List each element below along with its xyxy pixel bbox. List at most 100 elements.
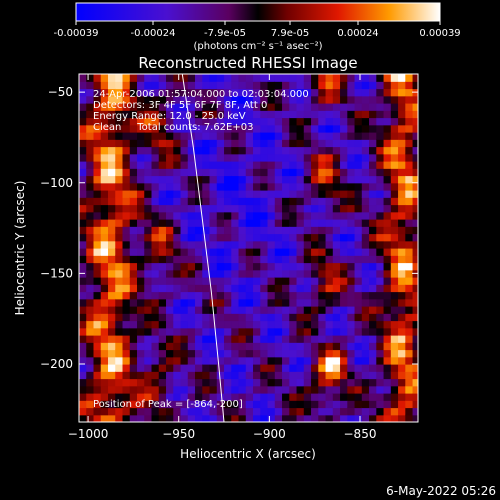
heatmap-cell (383, 291, 392, 300)
heatmap-cell (238, 277, 247, 285)
heatmap-cell (144, 400, 153, 409)
heatmap-cell (79, 211, 87, 220)
footer-timestamp: 6-May-2022 05:26 (386, 484, 496, 498)
heatmap-cell (383, 226, 392, 235)
heatmap-cell (245, 197, 254, 206)
heatmap-cell (108, 306, 116, 314)
heatmap-cell (224, 204, 232, 213)
heatmap-cell (216, 306, 225, 314)
heatmap-cell (100, 161, 109, 169)
heatmap-cell (129, 197, 138, 206)
heatmap-cell (238, 233, 247, 242)
heatmap-cell (115, 74, 124, 82)
heatmap-cell (173, 110, 182, 119)
heatmap-cell (209, 262, 218, 271)
heatmap-cell (100, 168, 109, 177)
heatmap-cell (354, 139, 363, 148)
heatmap-cell (311, 255, 319, 264)
heatmap-cell (260, 407, 269, 416)
heatmap-cell (383, 306, 392, 314)
heatmap-cell (282, 117, 290, 126)
heatmap-cell (180, 153, 189, 162)
heatmap-cell (267, 88, 276, 97)
heatmap-cell (108, 371, 116, 380)
heatmap-cell (405, 400, 414, 409)
heatmap-cell (405, 132, 414, 140)
heatmap-cell (405, 378, 414, 387)
heatmap-cell (231, 175, 240, 184)
heatmap-cell (253, 277, 261, 285)
heatmap-cell (332, 364, 341, 372)
heatmap-cell (398, 342, 406, 351)
heatmap-cell (347, 190, 356, 198)
heatmap-cell (122, 95, 131, 104)
heatmap-cell (108, 139, 116, 148)
heatmap-cell (151, 298, 160, 307)
heatmap-cell (187, 153, 196, 162)
heatmap-cell (245, 132, 254, 140)
heatmap-cell (260, 226, 269, 235)
heatmap-cell (209, 284, 218, 293)
heatmap-cell (122, 190, 131, 198)
heatmap-cell (332, 335, 341, 343)
heatmap-cell (173, 226, 182, 235)
heatmap-cell (398, 393, 406, 401)
heatmap-cell (289, 226, 298, 235)
heatmap-cell (340, 378, 348, 387)
heatmap-cell (311, 414, 319, 422)
heatmap-cell (376, 335, 385, 343)
heatmap-cell (180, 103, 189, 111)
heatmap-cell (195, 335, 203, 343)
heatmap-cell (354, 291, 363, 300)
heatmap-cell (209, 255, 218, 264)
heatmap-cell (93, 356, 102, 365)
heatmap-cell (209, 414, 218, 422)
heatmap-cell (296, 197, 305, 206)
heatmap-cell (412, 161, 418, 169)
heatmap-cell (383, 175, 392, 184)
heatmap-cell (274, 233, 283, 242)
heatmap-cell (303, 124, 312, 133)
heatmap-cell (340, 269, 348, 278)
heatmap-cell (369, 219, 377, 227)
heatmap-cell (173, 269, 182, 278)
heatmap-cell (354, 88, 363, 97)
heatmap-cell (347, 240, 356, 249)
heatmap-cell (296, 284, 305, 293)
heatmap-cell (245, 161, 254, 169)
heatmap-cell (361, 291, 370, 300)
heatmap-cell (231, 146, 240, 155)
heatmap-cell (122, 327, 131, 336)
heatmap-cell (122, 240, 131, 249)
heatmap-cell (354, 153, 363, 162)
heatmap-cell (122, 248, 131, 256)
heatmap-cell (86, 277, 95, 285)
heatmap-cell (100, 378, 109, 387)
heatmap-cell (202, 153, 211, 162)
heatmap-cell (347, 371, 356, 380)
heatmap-cell (209, 110, 218, 119)
heatmap-cell (202, 88, 211, 97)
heatmap-cell (209, 327, 218, 336)
heatmap-cell (144, 364, 153, 372)
heatmap-cell (398, 298, 406, 307)
heatmap-cell (253, 335, 261, 343)
heatmap-cell (282, 335, 290, 343)
y-tick-label: −50 (48, 85, 73, 99)
heatmap-cell (245, 277, 254, 285)
heatmap-cell (311, 269, 319, 278)
heatmap-cell (412, 117, 418, 126)
heatmap-cell (332, 88, 341, 97)
heatmap-cell (224, 110, 232, 119)
heatmap-cell (303, 291, 312, 300)
heatmap-cell (325, 219, 334, 227)
heatmap-cell (311, 74, 319, 82)
heatmap-cell (274, 414, 283, 422)
heatmap-cell (325, 226, 334, 235)
heatmap-cell (144, 175, 153, 184)
heatmap-cell (129, 88, 138, 97)
heatmap-cell (93, 240, 102, 249)
heatmap-cell (340, 161, 348, 169)
heatmap-cell (224, 262, 232, 271)
heatmap-cell (332, 313, 341, 322)
